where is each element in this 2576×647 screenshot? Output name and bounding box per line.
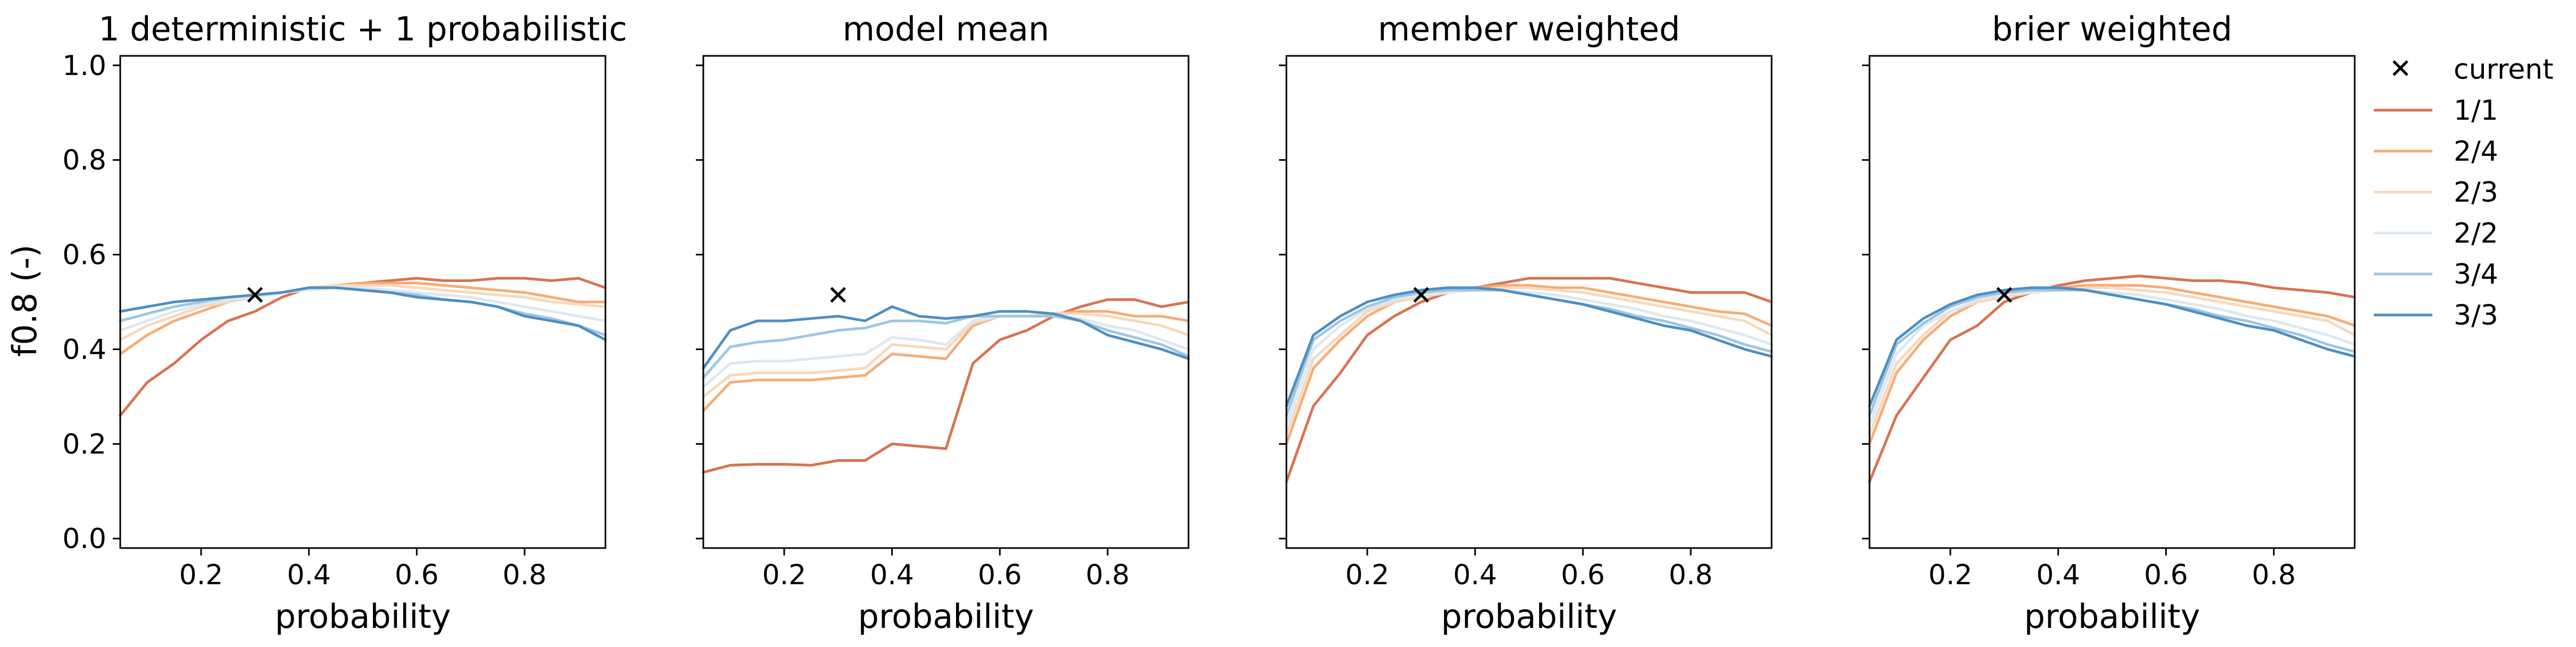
x-axis-label: probability	[2024, 597, 2200, 636]
legend-item-2-3: 2/3	[2374, 177, 2498, 209]
x-tick-label: 0.8	[1086, 559, 1130, 591]
series-line-3-3	[119, 286, 607, 342]
plot-frame	[702, 55, 1190, 549]
series-line-3-3	[702, 305, 1190, 370]
y-axis-label: f0.8 (-)	[5, 245, 44, 357]
x-tick-label: 0.8	[2252, 559, 2296, 591]
chart-panel-3: member weighted 0.2 0.4 0.6 0.8 probability	[1279, 10, 1773, 636]
x-tick-label: 0.2	[762, 559, 807, 591]
legend: current 1/1 2/4 2/3 2/2 3/4 3/3	[2374, 54, 2554, 331]
x-axis-label: probability	[858, 597, 1034, 636]
series-line-2-4	[119, 281, 607, 355]
y-tick-label: 0.8	[62, 145, 106, 177]
legend-item-2-2: 2/2	[2374, 218, 2498, 250]
y-tick-label: 0.0	[62, 523, 106, 555]
legend-label: 2/4	[2454, 136, 2498, 168]
x-tick-label: 0.4	[2036, 559, 2080, 591]
chart-panel-4: brier weighted 0.2 0.4 0.6 0.8 probability	[1862, 10, 2356, 636]
series-line-2-2	[119, 286, 607, 332]
legend-item-3-4: 3/4	[2374, 259, 2498, 291]
chart-panel-2: model mean 0.2 0.4 0.6 0.8 probability	[696, 10, 1190, 636]
plot-frame	[1285, 55, 1773, 549]
current-marker-stroke	[1413, 287, 1430, 303]
legend-label: 3/3	[2454, 300, 2498, 331]
current-marker	[1996, 287, 2013, 303]
y-tick-label: 0.4	[62, 334, 106, 366]
series-line-2-2	[702, 314, 1190, 389]
legend-item-current: current	[2392, 54, 2554, 86]
y-tick-label: 0.2	[62, 428, 106, 460]
legend-label: 3/4	[2454, 259, 2498, 291]
plot-frame	[119, 55, 606, 549]
y-tick-label: 0.6	[62, 239, 106, 271]
legend-item-2-4: 2/4	[2374, 136, 2498, 168]
series-line-2-4	[702, 310, 1190, 412]
series-line-2-3	[119, 284, 607, 342]
current-marker	[1413, 287, 1430, 303]
x-tick-label: 0.2	[1929, 559, 1973, 591]
x-tick-label: 0.2	[1345, 559, 1390, 591]
current-marker-stroke	[247, 287, 263, 303]
x-tick-label: 0.4	[870, 559, 914, 591]
series-line-2-2	[1868, 288, 2356, 427]
legend-item-1-1: 1/1	[2374, 95, 2498, 127]
legend-item-3-3: 3/3	[2374, 300, 2498, 331]
series-line-2-2	[1285, 288, 1773, 427]
legend-label: 2/3	[2454, 177, 2498, 209]
x-tick-label: 0.6	[978, 559, 1022, 591]
legend-label: current	[2454, 54, 2554, 86]
x-tick-label: 0.8	[1669, 559, 1713, 591]
current-marker	[247, 287, 263, 303]
x-tick-label: 0.8	[503, 559, 547, 591]
series-line-3-4	[702, 314, 1190, 379]
x-tick-label: 0.4	[1453, 559, 1497, 591]
chart-panel-1: 1 deterministic + 1 probabilistic 0.2 0.4 0…	[62, 10, 627, 636]
series-line-2-4	[1868, 284, 2356, 445]
x-axis-label: probability	[1441, 597, 1617, 636]
x-tick-label: 0.6	[1561, 559, 1605, 591]
series-line-2-4	[1285, 284, 1773, 445]
chart-title: member weighted	[1378, 10, 1680, 48]
y-tick-label: 1.0	[62, 50, 106, 82]
chart-title: model mean	[843, 10, 1050, 48]
chart-title: 1 deterministic + 1 probabilistic	[98, 10, 627, 48]
series-line-3-3	[1285, 286, 1773, 408]
chart-title: brier weighted	[1992, 10, 2232, 48]
series-line-1-1	[1868, 275, 2356, 483]
current-marker-stroke	[830, 287, 846, 303]
legend-label: 2/2	[2454, 218, 2498, 250]
panels: 1 deterministic + 1 probabilistic 0.2 0.4 0…	[62, 10, 2356, 636]
current-marker	[830, 287, 846, 303]
current-marker-stroke	[1996, 287, 2013, 303]
series-line-1-1	[702, 298, 1190, 474]
series-line-2-3	[1285, 286, 1773, 436]
plot-frame	[1868, 55, 2356, 549]
series-line-1-1	[1285, 277, 1773, 483]
x-tick-label: 0.2	[179, 559, 223, 591]
x-tick-label: 0.6	[2144, 559, 2188, 591]
x-tick-label: 0.4	[287, 559, 331, 591]
legend-marker-icon	[2392, 60, 2408, 76]
x-axis-label: probability	[275, 597, 451, 636]
series-line-2-3	[702, 312, 1190, 398]
series-line-3-3	[1868, 286, 2356, 408]
x-tick-label: 0.6	[395, 559, 439, 591]
legend-label: 1/1	[2454, 95, 2498, 127]
